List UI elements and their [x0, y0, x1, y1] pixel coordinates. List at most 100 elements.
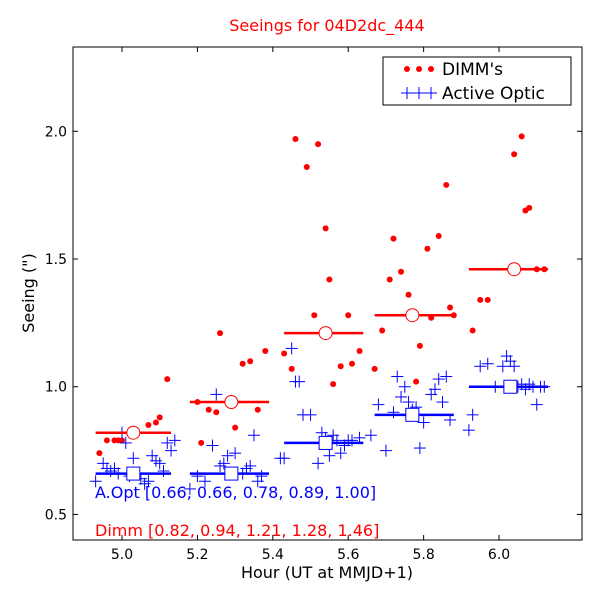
active-optic-point	[168, 434, 181, 447]
active-optic-point	[229, 447, 242, 460]
active-optic-point	[466, 408, 479, 421]
dimm-point	[326, 276, 333, 283]
dimm-point	[164, 376, 171, 383]
active-optic-point	[379, 444, 392, 457]
dimm-point	[435, 233, 442, 240]
y-tick-label: 2.0	[45, 124, 67, 140]
dimm-point	[254, 406, 261, 413]
dimm-point	[416, 342, 423, 349]
dimm-point	[103, 437, 110, 444]
active-optic-point	[293, 375, 306, 388]
active-optic-point	[440, 370, 453, 383]
ao-bin-marker	[405, 407, 420, 422]
dimm-point	[322, 225, 329, 232]
dimm-point	[511, 151, 518, 158]
dimm-point	[345, 312, 352, 319]
x-tick-label: 5.0	[111, 547, 133, 563]
dimm-point	[119, 437, 126, 444]
legend-dimm-label: DIMM's	[442, 60, 503, 80]
active-optic-point	[413, 442, 426, 455]
dimm-point	[424, 245, 431, 252]
x-axis-label: Hour (UT at MMJD+1)	[241, 563, 413, 582]
active-optic-point	[323, 449, 336, 462]
active-optic-point	[330, 434, 343, 447]
active-optic-point	[304, 408, 317, 421]
legend-dimm-marker	[404, 66, 434, 72]
ao-bin-marker	[126, 466, 141, 481]
active-optic-point	[183, 482, 196, 495]
dimm-point	[288, 365, 295, 372]
active-optic-point	[161, 436, 174, 449]
active-optic-point	[436, 396, 449, 409]
legend: DIMM's Active Optic	[382, 56, 572, 106]
active-optic-point	[206, 439, 219, 452]
y-tick-label: 1.5	[45, 252, 67, 268]
dimm-point	[518, 133, 525, 140]
active-optic-point	[191, 470, 204, 483]
dimm-bin-marker	[126, 425, 141, 440]
ao-bin-marker	[503, 379, 518, 394]
dimm-point	[145, 422, 152, 429]
dimm-point	[371, 365, 378, 372]
active-optic-point	[462, 424, 475, 437]
dimm-bin-marker	[507, 262, 522, 277]
dimm-point	[484, 296, 491, 303]
x-tick-label: 5.6	[337, 547, 359, 563]
dimm-point	[356, 347, 363, 354]
legend-dimm-dot	[428, 66, 434, 72]
active-optic-point	[481, 357, 494, 370]
dimm-point	[156, 414, 163, 421]
active-optic-point	[334, 447, 347, 460]
dimm-point	[337, 363, 344, 370]
dimm-point	[349, 360, 356, 367]
dimm-point	[379, 327, 386, 334]
active-optic-point	[391, 370, 404, 383]
dimm-point	[390, 235, 397, 242]
dimm-point	[398, 268, 405, 275]
active-optic-point	[417, 416, 430, 429]
dimm-point	[413, 378, 420, 385]
ao-bin-marker	[224, 466, 239, 481]
dimm-summary-annotation: Dimm [0.82, 0.94, 1.21, 1.28, 1.46]	[95, 521, 379, 540]
dimm-point	[217, 330, 224, 337]
active-optic-point	[530, 398, 543, 411]
active-optic-point	[89, 475, 102, 488]
dimm-point	[281, 350, 288, 357]
active-optic-point	[398, 380, 411, 393]
y-tick-label: 1.0	[45, 380, 67, 396]
plot-frame	[72, 46, 583, 541]
x-tick-label: 5.2	[186, 547, 208, 563]
active-optic-point	[508, 360, 521, 373]
dimm-point	[198, 439, 205, 446]
plot-area	[89, 133, 551, 495]
active-optic-point	[474, 360, 487, 373]
dimm-point	[315, 141, 322, 148]
legend-ao-marker	[401, 87, 437, 99]
active-optic-point	[395, 390, 408, 403]
x-tick-label: 6.0	[488, 547, 510, 563]
active-optic-point	[244, 459, 257, 472]
dimm-point	[447, 304, 454, 311]
chart-title: Seeings for 04D2dc_444	[229, 16, 424, 36]
active-optic-point	[364, 429, 377, 442]
active-optic-point	[428, 383, 441, 396]
x-tick-label: 5.4	[262, 547, 284, 563]
dimm-point	[213, 409, 220, 416]
active-optic-point	[312, 457, 325, 470]
ao-bin-marker	[318, 435, 333, 450]
legend-dimm-dot	[416, 66, 422, 72]
active-optic-point	[119, 436, 132, 449]
active-optic-point	[127, 452, 140, 465]
legend-ao-label: Active Optic	[442, 84, 545, 104]
active-optic-point	[210, 388, 223, 401]
dimm-bin-marker	[224, 395, 239, 410]
active-optic-point	[165, 444, 178, 457]
dimm-point	[96, 450, 103, 457]
active-optic-point	[198, 475, 211, 488]
axis-ticks: 5.0 5.2 5.4 5.6 5.8 6.0 0.5 1.0 1.5 2.0	[45, 47, 582, 563]
dimm-point	[247, 358, 254, 365]
active-optic-point	[432, 373, 445, 386]
active-optic-point	[157, 465, 170, 478]
y-axis-label: Seeing (")	[19, 253, 38, 333]
